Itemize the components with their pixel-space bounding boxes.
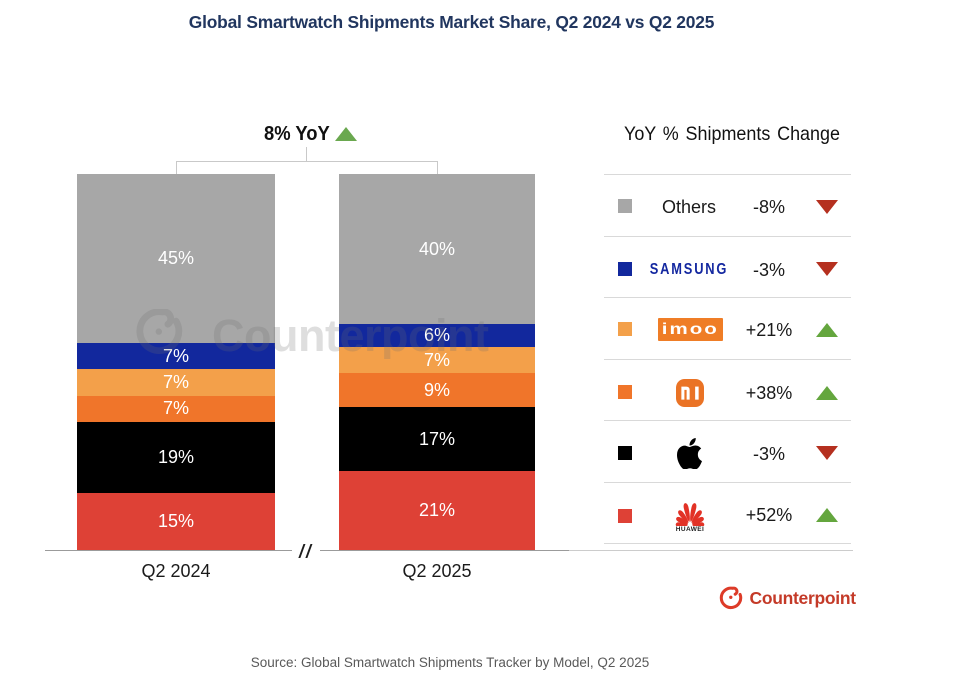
svg-text:Counterpoint: Counterpoint [212, 310, 489, 359]
